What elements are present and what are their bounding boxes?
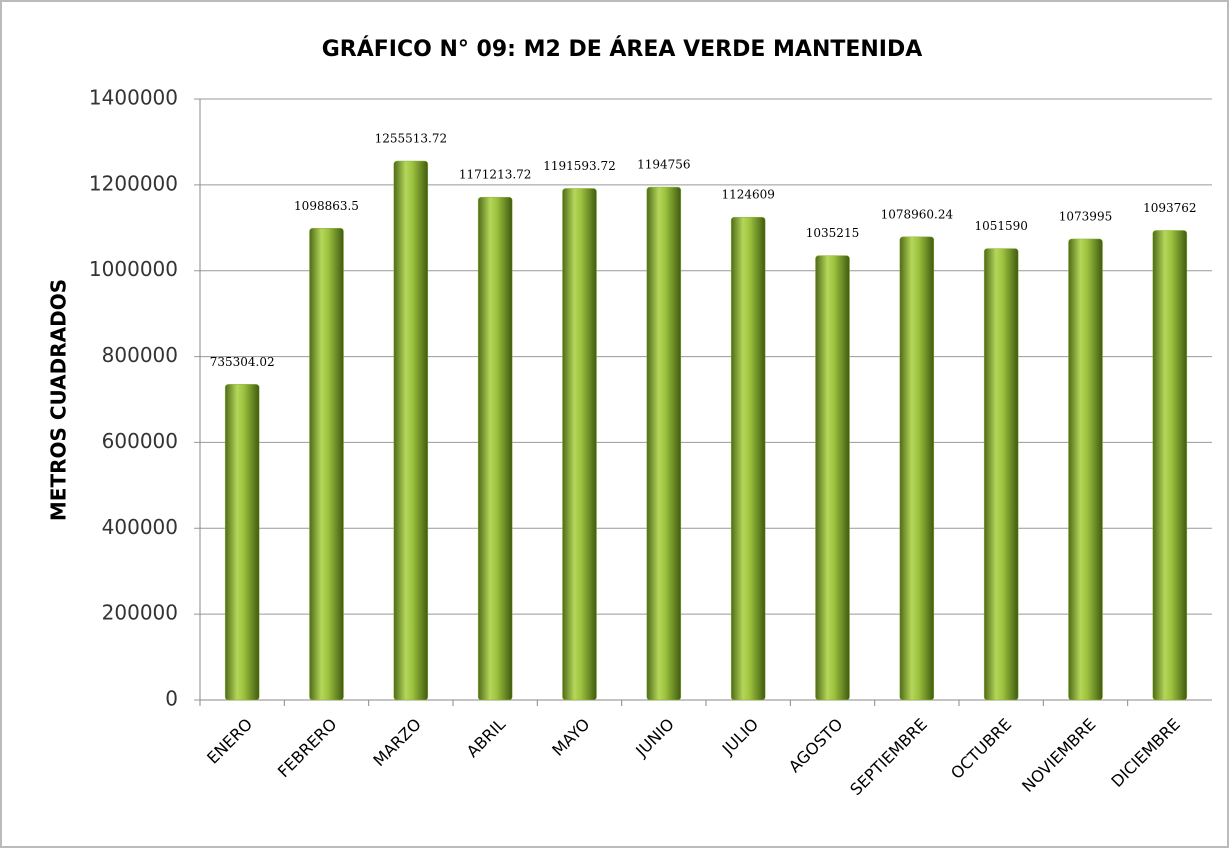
value-label: 1073995 [1059,209,1112,223]
value-label: 1191593.72 [543,159,616,173]
y-tick-label: 800000 [102,343,178,367]
chart-title: GRÁFICO N° 09: M2 DE ÁREA VERDE MANTENID… [322,36,923,62]
y-tick-label: 0 [165,687,178,711]
bar [1068,238,1103,701]
bar [477,196,513,701]
value-label: 1035215 [806,226,859,240]
y-axis-label: METROS CUADRADOS [47,279,71,521]
bar [309,228,344,701]
value-label: 735304.02 [210,355,275,369]
bar [899,236,935,701]
value-label: 1093762 [1143,201,1196,215]
bar [224,384,260,701]
bar [1152,230,1188,701]
bar [562,188,597,701]
y-tick-label: 200000 [102,601,178,625]
value-label: 1194756 [637,158,690,172]
bar [393,160,429,701]
value-label: 1098863.5 [294,199,359,213]
y-tick-label: 600000 [102,429,178,453]
bar [815,255,850,701]
bar [983,248,1019,701]
y-tick-label: 1400000 [89,86,178,110]
y-tick-label: 1200000 [89,171,178,195]
y-tick-label: 1000000 [89,257,178,281]
value-label: 1051590 [974,219,1027,233]
bar [646,186,682,701]
value-label: 1171213.72 [459,168,532,182]
y-tick-label: 400000 [102,515,178,539]
value-label: 1124609 [721,188,774,202]
value-label: 1078960.24 [881,207,954,221]
value-label: 1255513.72 [375,132,448,146]
bar [730,216,766,701]
